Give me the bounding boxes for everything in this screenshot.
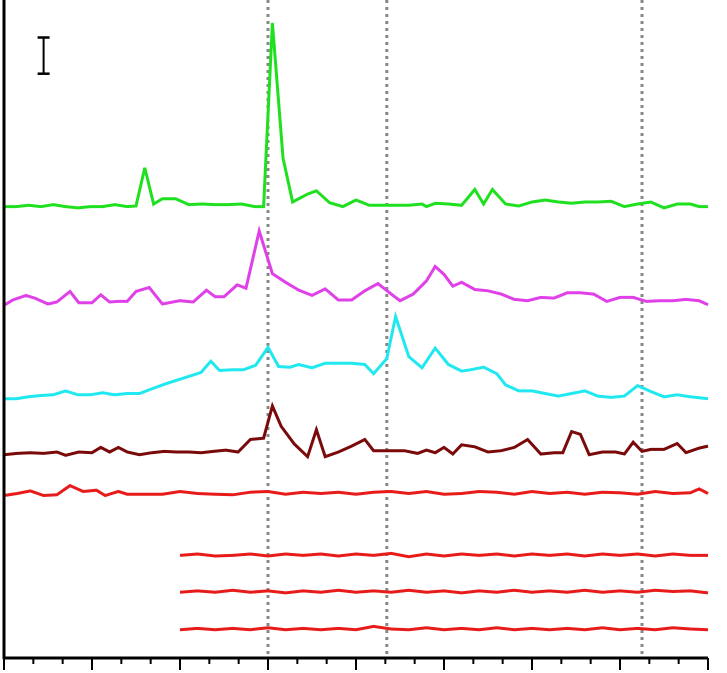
vertical-markers [266, 0, 644, 658]
series-line-6 [179, 551, 708, 559]
axes [2, 0, 709, 670]
series-line-5 [3, 483, 709, 498]
series-line-2 [3, 225, 709, 307]
series-line-3 [4, 310, 709, 401]
series-line-8 [179, 624, 709, 632]
series-line-7 [179, 588, 709, 595]
scale-bar-small [37, 36, 50, 75]
series-line-1 [4, 22, 708, 210]
series-line-4 [3, 401, 709, 460]
scale-bars [37, 36, 50, 75]
series-group [3, 22, 709, 632]
